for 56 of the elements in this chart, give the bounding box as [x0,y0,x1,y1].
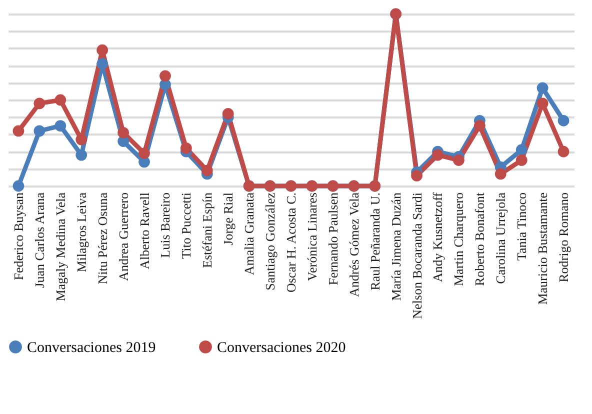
x-tick-label: Fernando Paulsen [325,192,340,286]
x-tick-label: Juan Carlos Arana [32,192,47,288]
point [558,146,570,158]
point [34,125,46,137]
point [558,114,570,126]
x-tick-label: Rodrigo Romano [556,192,572,282]
x-tick-label: Andrea Guerrero [116,192,131,281]
x-tick-label: Martin Charquero [451,192,466,286]
point [54,94,66,106]
x-tick-label: Tito Puccetti [178,192,194,259]
point [76,134,88,146]
point [222,108,234,120]
x-tick-label: Milagros Leiva [74,192,89,272]
x-tick-label: María Jimena Duzán [388,192,404,301]
x-tick-label: Luis Bareiro [158,192,173,258]
point [12,180,24,192]
x-tick-label: Raul Peñaranda U. [367,192,382,290]
point [516,144,528,156]
point [201,164,213,176]
x-tick-label: Amalia Granata [242,192,257,276]
point [474,120,486,132]
point [516,154,528,166]
x-tick-label: Federico Buysan [10,192,26,280]
point [76,149,88,161]
point [494,168,506,180]
x-tick-label: Santiago González [262,192,278,290]
point [138,148,150,160]
x-tick-label: Nelson Bocaranda Sardi [409,192,424,319]
x-tick-label: Oscar H. Acosta C. [284,192,298,293]
x-tick-label: Tania Tinoco [514,192,530,261]
point [411,170,422,182]
point [96,44,108,56]
point [160,70,171,82]
point [180,142,192,154]
point [12,125,24,137]
x-tick-label: Andy Kusnetzoff [430,192,446,282]
legend-label: Conversaciones 2020 [217,340,346,356]
x-tick-label: Mauricio Bustamante [535,192,550,305]
x-tick-label: Magaly Medina Vela [52,192,68,302]
point [54,120,66,132]
point [432,149,444,161]
point [536,98,548,110]
x-tick-label: Verónica Linares [304,192,320,281]
x-tick-label: Andrés Gómez Vela [346,192,362,297]
x-tick-label: Jorge Rial [220,192,236,246]
point [453,154,464,166]
x-tick-label: Carolina Urrejola [493,192,508,284]
x-tick-label: Alberto Ravell [136,192,152,270]
point [118,126,129,138]
point [34,98,46,110]
x-tick-label: Nitu Pérez Osuna [94,192,110,284]
x-tick-label: Roberto Bonafont [472,192,488,286]
point [96,58,108,70]
x-tick-label: Estéfani Espín [200,192,215,268]
legend-label: Conversaciones 2019 [27,340,156,356]
point [536,82,548,94]
